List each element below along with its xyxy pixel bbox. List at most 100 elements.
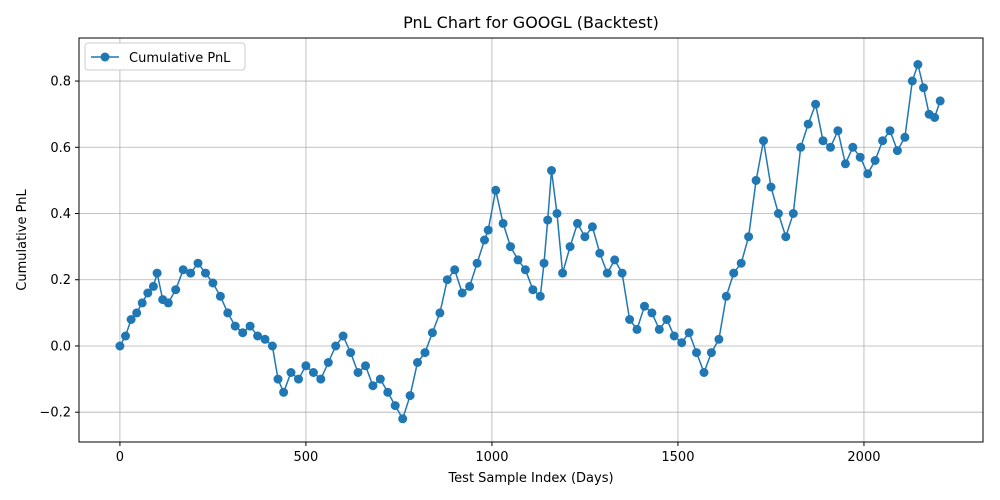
data-point: [143, 288, 153, 298]
data-point: [186, 268, 196, 278]
data-point: [286, 368, 296, 377]
data-point: [833, 126, 843, 136]
data-point: [781, 232, 791, 242]
data-point: [885, 126, 895, 136]
data-point: [855, 152, 865, 162]
data-point: [420, 348, 430, 358]
data-point: [148, 281, 158, 291]
data-point: [595, 248, 605, 258]
data-point: [721, 291, 731, 301]
data-point: [193, 258, 203, 268]
data-point: [368, 381, 378, 391]
data-point: [132, 308, 142, 318]
data-point: [491, 185, 501, 195]
series-layer: [115, 60, 945, 424]
x-tick-label: 1000: [475, 450, 508, 465]
data-point: [506, 242, 515, 252]
data-point: [788, 209, 798, 218]
data-point: [223, 308, 233, 318]
data-point: [625, 315, 635, 324]
data-point: [405, 391, 415, 401]
data-point: [811, 99, 821, 109]
data-point: [640, 301, 649, 311]
data-point: [121, 331, 130, 341]
data-point: [547, 166, 556, 175]
data-point: [684, 328, 694, 338]
data-point: [744, 232, 754, 242]
data-point: [900, 132, 910, 142]
data-point: [840, 159, 850, 169]
data-point: [457, 288, 467, 298]
data-point: [316, 374, 326, 384]
chart-title: PnL Chart for GOOGL (Backtest): [403, 13, 659, 32]
legend-label-cumulative-pnl: Cumulative PnL: [129, 51, 231, 66]
x-tick-label: 500: [294, 450, 319, 465]
data-point: [435, 308, 445, 318]
data-point: [729, 268, 739, 278]
data-point: [539, 258, 549, 268]
data-point: [171, 285, 181, 295]
data-point: [892, 146, 902, 156]
data-point: [826, 142, 835, 152]
y-tick-label: −0.2: [39, 406, 71, 421]
data-point: [260, 334, 270, 344]
data-point: [803, 119, 813, 129]
y-tick-label: 0.0: [50, 339, 71, 354]
data-point: [632, 324, 642, 334]
data-point: [878, 136, 888, 146]
data-point: [126, 315, 136, 324]
ticks: 0 500 1000 1500 2000 −0.2 0.0 0.2 0.4 0.6 0.8: [39, 75, 880, 465]
data-point: [472, 258, 482, 268]
data-point: [669, 331, 679, 341]
data-point: [677, 338, 687, 348]
data-point: [137, 298, 147, 308]
data-point: [323, 358, 333, 367]
data-point: [294, 374, 303, 384]
data-point: [450, 265, 460, 275]
data-point: [398, 414, 408, 424]
data-point: [442, 275, 452, 285]
data-point: [208, 278, 218, 288]
data-point: [498, 218, 508, 228]
data-point: [565, 242, 575, 252]
data-point: [736, 258, 746, 268]
data-point: [587, 222, 597, 232]
data-point: [919, 83, 928, 93]
data-point: [163, 298, 173, 308]
data-point: [543, 215, 553, 225]
data-point: [480, 235, 489, 245]
data-point: [375, 374, 385, 384]
data-point: [773, 209, 783, 218]
y-tick-label: 0.8: [50, 75, 71, 90]
data-point: [245, 321, 255, 331]
data-point: [267, 341, 277, 351]
data-point: [331, 341, 341, 351]
data-point: [353, 368, 363, 377]
data-point: [558, 268, 568, 278]
data-point: [361, 361, 370, 371]
data-point: [253, 331, 263, 341]
x-tick-label: 2000: [847, 450, 880, 465]
data-point: [308, 368, 318, 377]
data-point: [610, 255, 620, 265]
data-point: [201, 268, 210, 278]
data-point: [483, 225, 493, 235]
data-point: [301, 361, 311, 371]
data-point: [602, 268, 612, 278]
x-tick-label: 1500: [661, 450, 694, 465]
x-axis-label: Test Sample Index (Days): [447, 471, 613, 486]
y-tick-label: 0.6: [50, 141, 71, 156]
data-point: [870, 156, 880, 165]
data-point: [913, 60, 923, 69]
data-point: [706, 348, 716, 358]
legend-marker-swatch: [100, 52, 110, 62]
data-point: [520, 265, 530, 275]
data-point: [930, 113, 940, 122]
data-point: [654, 324, 664, 334]
data-point: [848, 142, 858, 152]
legend-box: [84, 42, 246, 71]
data-point: [383, 387, 393, 397]
data-point: [863, 169, 873, 179]
